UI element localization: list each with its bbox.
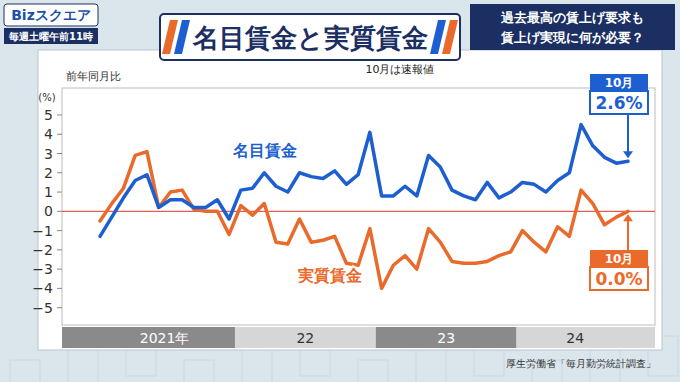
y-tick-label: 5: [44, 107, 53, 123]
data-label: 2.6%: [595, 93, 642, 113]
y-tick: [57, 307, 62, 308]
y-tick-label: −3: [32, 261, 53, 277]
callout-pointer: [623, 214, 633, 221]
callout-body: [590, 267, 648, 290]
y-axis-label: 前年同月比: [66, 70, 121, 83]
series-label: 名目賃金: [232, 141, 297, 160]
callout-pointer: [627, 114, 629, 157]
y-unit: (%): [38, 92, 55, 103]
y-tick-label: −1: [32, 223, 53, 239]
callout-header: [590, 250, 648, 267]
y-tick: [57, 192, 62, 193]
y-tick-label: 0: [44, 203, 53, 219]
title-deco: [442, 20, 458, 54]
title-box: [160, 14, 460, 60]
y-tick: [57, 134, 62, 135]
caption: 賃上げ実現に何が必要？: [500, 30, 644, 45]
y-tick: [57, 114, 62, 115]
x-tick-label: 24: [566, 330, 584, 346]
callout-body: [590, 91, 648, 114]
y-tick: [57, 288, 62, 289]
y-tick: [57, 230, 62, 231]
logo: Bizスクエア: [11, 7, 91, 23]
background-deco: [68, 348, 98, 382]
x-band: [517, 327, 655, 348]
panel: [38, 50, 662, 350]
chart-root: Bizスクエア毎週土曜午前11時 名目賃金と実質賃金 10月は速報値 過去最高の賃上げ…: [0, 0, 680, 382]
zero-line: [62, 211, 655, 212]
y-tick-label: −4: [32, 280, 53, 296]
callout-title: 10月: [605, 76, 634, 90]
data-label: 0.0%: [595, 269, 642, 289]
x-tick-label: 23: [437, 330, 455, 346]
title: 名目賃金と実質賃金: [192, 23, 428, 53]
y-tick-label: −5: [32, 300, 53, 316]
y-tick-label: 3: [44, 146, 53, 162]
series-label: 実質賃金: [297, 266, 362, 285]
callout-title: 10月: [605, 252, 634, 266]
caption-box: [470, 4, 675, 50]
note: 10月は速報値: [366, 63, 435, 76]
y-tick: [57, 211, 62, 212]
x-band: [376, 327, 517, 348]
x-tick-label: 2021年: [140, 330, 190, 346]
y-tick-label: 1: [44, 184, 53, 200]
schedule: 毎週土曜午前11時: [8, 31, 93, 42]
background-deco: [416, 348, 446, 382]
x-band: [235, 327, 376, 348]
y-tick-label: 4: [44, 126, 53, 142]
plot-frame: [62, 88, 655, 325]
x-tick-label: 22: [296, 330, 314, 346]
background-deco: [358, 360, 388, 382]
y-tick-label: −2: [32, 242, 53, 258]
caption: 過去最高の賃上げ要求も: [500, 10, 644, 25]
y-tick: [57, 153, 62, 154]
y-tick-label: 2: [44, 165, 53, 181]
schedule-box: [4, 28, 98, 44]
plot-marks: [100, 125, 628, 289]
background: [0, 0, 680, 382]
y-tick: [57, 269, 62, 270]
background-deco: [242, 348, 272, 382]
y-tick: [57, 172, 62, 173]
background-deco: [184, 360, 214, 382]
series-line: [100, 152, 628, 289]
callout-pointer: [623, 151, 633, 158]
logo-box: [4, 4, 98, 26]
y-tick: [57, 249, 62, 250]
source: 厚生労働省「毎月勤労統計調査」: [506, 358, 656, 369]
callout-header: [590, 74, 648, 91]
series-line: [100, 125, 628, 237]
background-deco: [10, 360, 40, 382]
x-band: [62, 327, 235, 348]
title-deco: [174, 20, 190, 54]
